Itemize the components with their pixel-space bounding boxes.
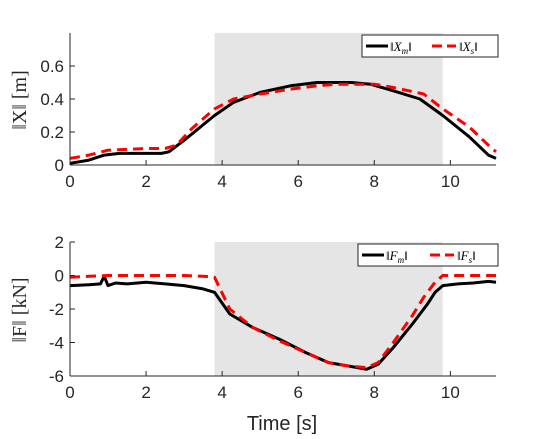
y-tick-label: 0.4	[40, 90, 64, 109]
x-tick-label: 10	[441, 383, 460, 402]
legend-box	[357, 243, 499, 267]
time-xlabel: Time [s]	[247, 413, 317, 435]
x-tick-label: 10	[441, 172, 460, 191]
y-tick-label: -2	[49, 300, 64, 319]
y-tick-label: 0.6	[40, 57, 64, 76]
legend-label: ‖Xs‖	[459, 39, 478, 56]
position-plot: ‖X‖ [m] 0 2 4 6 8 10 0 0.2 0.4 0.6 ‖Xm‖ ‖Xs‖	[9, 33, 499, 191]
position-series-s-line	[69, 82, 497, 160]
x-tick-label: 0	[65, 383, 74, 402]
x-tick-label: 2	[141, 383, 150, 402]
y-tick-label: 0.2	[40, 123, 64, 142]
legend-label: ‖Fm‖	[386, 248, 408, 265]
y-tick-label: -4	[49, 334, 64, 353]
y-tick-label: 2	[55, 233, 64, 252]
y-tick-label: 0	[55, 267, 64, 286]
x-tick-label: 8	[370, 172, 379, 191]
position-series-m-line	[69, 81, 497, 165]
x-tick-label: 0	[65, 172, 74, 191]
y-tick-label: -6	[49, 367, 64, 386]
x-tick-label: 2	[141, 172, 150, 191]
position-ylabel: ‖X‖ [m]	[9, 70, 31, 130]
legend-label: ‖Fs‖	[457, 248, 476, 265]
y-tick-label: 0	[55, 156, 64, 175]
x-tick-label: 4	[217, 172, 226, 191]
legend-label: ‖Xm‖	[390, 39, 412, 56]
x-tick-label: 6	[293, 172, 302, 191]
legend-box	[361, 34, 499, 58]
x-tick-label: 8	[370, 383, 379, 402]
x-tick-label: 4	[217, 383, 226, 402]
force-series-m-line	[69, 274, 497, 371]
force-ylabel: ‖F‖ [kN]	[9, 277, 31, 342]
position-legend: ‖Xm‖ ‖Xs‖	[361, 34, 499, 58]
force-plot: ‖F‖ [kN] Time [s] 0 2 4 6 8 10 -6 -4 -2 0 2 ‖Fm‖ ‖Fs…	[9, 233, 499, 435]
force-series-s-line	[69, 274, 496, 370]
force-legend: ‖Fm‖ ‖Fs‖	[357, 243, 499, 267]
x-tick-label: 6	[293, 383, 302, 402]
